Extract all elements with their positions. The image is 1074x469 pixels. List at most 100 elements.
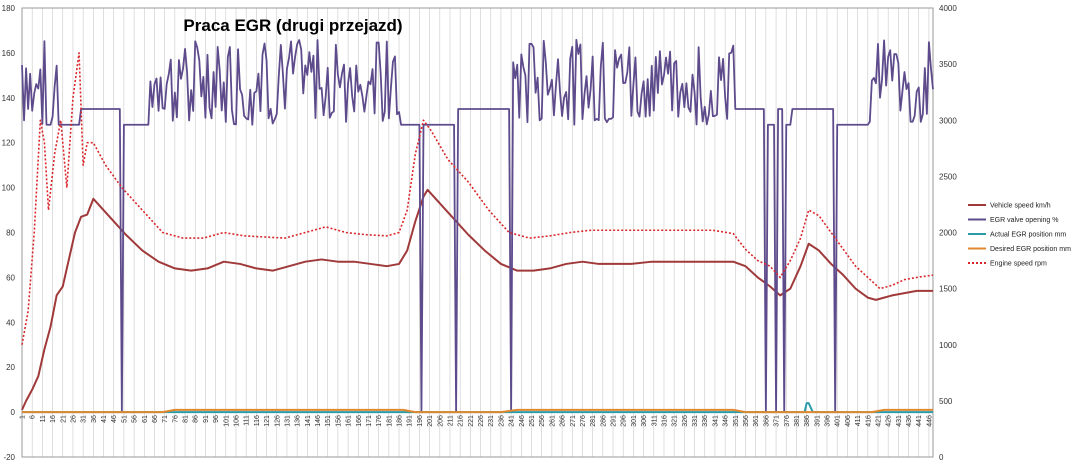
x-tick-label: 21 — [60, 415, 67, 423]
series-line-1 — [21, 188, 933, 411]
x-tick-label: 6 — [30, 415, 37, 419]
x-tick-label: 31 — [81, 415, 88, 423]
x-tick-label: 61 — [142, 415, 149, 423]
right-tick-label: 500 — [939, 397, 953, 406]
legend: Vehicle speed km/h EGR valve opening % Act… — [968, 203, 1071, 268]
x-tick-label: 161 — [346, 415, 353, 427]
plot-area-border — [21, 7, 934, 458]
x-tick-label: 261 — [549, 415, 556, 427]
x-tick-label: 346 — [723, 415, 730, 427]
x-tick-label: 181 — [386, 415, 393, 427]
series-line-4 — [22, 408, 933, 414]
x-tick-label: 321 — [672, 415, 679, 427]
x-tick-label: 426 — [886, 415, 893, 427]
legend-label: Actual EGR position mm — [990, 232, 1066, 239]
x-tick-label: 441 — [916, 415, 923, 427]
right-tick-label: 1500 — [939, 285, 957, 294]
left-tick-label: 160 — [2, 49, 16, 58]
x-tick-label: 311 — [651, 415, 658, 426]
x-tick-label: 26 — [70, 415, 77, 423]
x-tick-label: 341 — [712, 415, 719, 427]
left-axis: -20 0 20 40 60 80 100 120 140 160 180 — [2, 4, 16, 462]
x-tick-label: 271 — [570, 415, 577, 427]
x-tick-label: 191 — [407, 415, 414, 427]
x-tick-label: 196 — [417, 415, 424, 427]
x-tick-label: 256 — [539, 415, 546, 427]
x-tick-label: 96 — [213, 415, 220, 423]
x-tick-label: 386 — [804, 415, 811, 427]
x-tick-label: 186 — [397, 415, 404, 427]
x-tick-label: 281 — [590, 415, 597, 427]
left-tick-label: 80 — [6, 229, 15, 238]
x-tick-label: 166 — [356, 415, 363, 427]
legend-label: Engine speed rpm — [990, 261, 1047, 268]
x-tick-label: 376 — [784, 415, 791, 427]
x-tick-label: 361 — [753, 415, 760, 427]
x-tick-label: 101 — [223, 415, 230, 427]
right-tick-label: 0 — [939, 453, 944, 462]
x-tick-label: 46 — [111, 415, 118, 423]
right-tick-label: 3500 — [939, 60, 957, 69]
right-tick-label: 3000 — [939, 116, 957, 125]
x-tick-label: 276 — [580, 415, 587, 427]
x-tick-label: 431 — [896, 415, 903, 427]
x-tick-label: 421 — [875, 415, 882, 427]
x-tick-label: 51 — [121, 415, 128, 423]
x-tick-label: 116 — [254, 415, 261, 426]
x-tick-label: 171 — [366, 415, 373, 427]
right-tick-label: 4000 — [939, 4, 957, 13]
right-tick-label: 2000 — [939, 229, 957, 238]
x-axis: 1 6 11 16 21 26 31 36 41 46 51 56 61 66 71 76 81 86 91 96 10… — [20, 415, 934, 427]
right-axis: 0 500 1000 1500 2000 2500 3000 3500 4000 — [939, 4, 957, 462]
x-tick-label: 91 — [203, 415, 210, 423]
x-tick-label: 296 — [621, 415, 628, 427]
legend-label: Desired EGR position mm — [990, 246, 1071, 253]
x-tick-label: 411 — [855, 415, 862, 426]
x-tick-label: 176 — [376, 415, 383, 427]
x-tick-label: 106 — [233, 415, 240, 427]
x-tick-label: 71 — [162, 415, 169, 423]
x-tick-label: 206 — [437, 415, 444, 427]
x-tick-label: 156 — [335, 415, 342, 427]
left-tick-label: 60 — [6, 273, 15, 282]
left-tick-label: -20 — [3, 453, 15, 462]
x-tick-label: 126 — [274, 415, 281, 427]
x-tick-label: 201 — [427, 415, 434, 427]
legend-label: Vehicle speed km/h — [990, 203, 1051, 210]
x-tick-label: 381 — [794, 415, 801, 427]
x-tick-label: 231 — [488, 415, 495, 427]
x-tick-label: 336 — [702, 415, 709, 427]
x-tick-label: 241 — [509, 415, 516, 427]
x-tick-label: 331 — [692, 415, 699, 427]
x-tick-label: 76 — [172, 415, 179, 423]
x-tick-label: 371 — [774, 415, 781, 427]
x-tick-label: 86 — [193, 415, 200, 423]
x-tick-label: 306 — [641, 415, 648, 427]
series-layer — [21, 38, 934, 414]
x-tick-label: 216 — [458, 415, 465, 427]
x-tick-label: 401 — [835, 415, 842, 427]
x-tick-label: 396 — [825, 415, 832, 427]
x-tick-label: 11 — [40, 415, 47, 422]
x-tick-label: 81 — [183, 415, 190, 423]
x-tick-label: 36 — [91, 415, 98, 423]
x-tick-label: 146 — [315, 415, 322, 427]
x-tick-label: 221 — [468, 415, 475, 427]
left-tick-label: 100 — [2, 184, 16, 193]
left-tick-label: 140 — [2, 94, 16, 103]
x-tick-label: 356 — [743, 415, 750, 427]
x-tick-label: 391 — [814, 415, 821, 427]
right-tick-label: 2500 — [939, 172, 957, 181]
x-tick-label: 41 — [101, 415, 108, 423]
x-tick-label: 316 — [661, 415, 668, 427]
x-tick-label: 366 — [763, 415, 770, 427]
series-line-2 — [21, 38, 934, 413]
x-tick-label: 16 — [50, 415, 57, 423]
x-tick-label: 286 — [600, 415, 607, 427]
right-tick-label: 1000 — [939, 341, 957, 350]
x-tick-label: 136 — [295, 415, 302, 427]
x-tick-label: 141 — [305, 415, 312, 427]
